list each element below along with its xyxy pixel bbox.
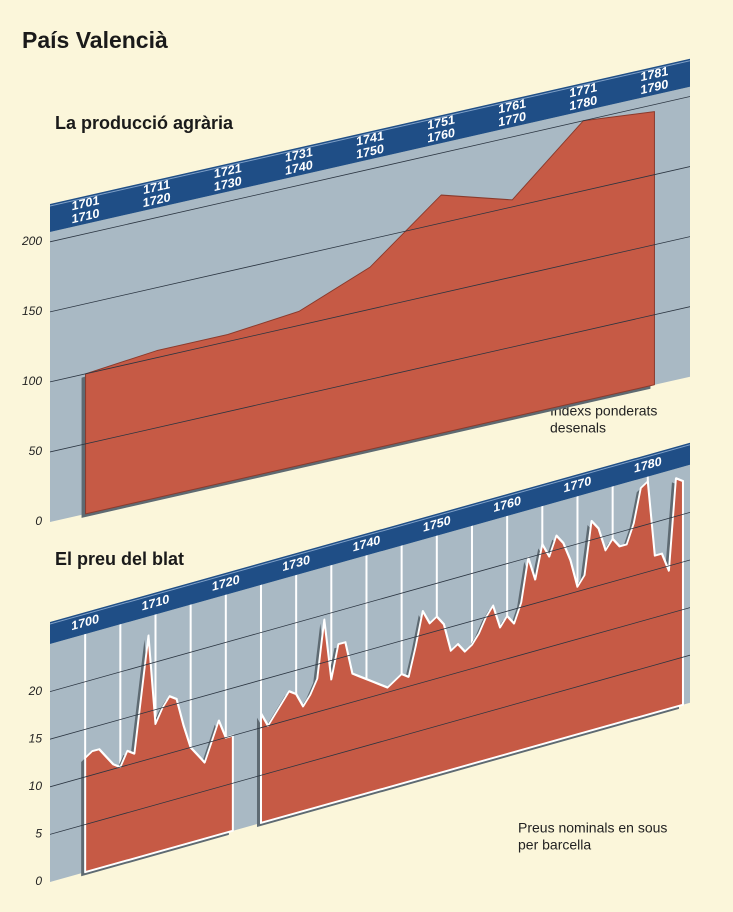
chart-note: per barcella xyxy=(518,837,591,853)
x-tick-label: 1740 xyxy=(285,158,313,178)
y-tick-label: 0 xyxy=(35,514,42,528)
y-tick-label: 100 xyxy=(22,374,42,388)
y-grid-line xyxy=(50,559,690,740)
y-tick-label: 20 xyxy=(28,684,43,698)
y-grid-line xyxy=(50,607,690,788)
y-tick-label: 5 xyxy=(35,827,42,841)
area xyxy=(259,477,684,824)
x-tick-label: 1780 xyxy=(569,93,597,113)
y-tick-label: 200 xyxy=(21,234,42,248)
y-grid-line xyxy=(50,511,690,692)
y-tick-label: 10 xyxy=(29,779,43,793)
y-grid-line xyxy=(50,236,690,383)
page-title: País Valencià xyxy=(22,27,168,53)
band-edge xyxy=(50,444,690,625)
band-edge xyxy=(50,60,690,207)
x-tick-label: 1751 xyxy=(427,113,455,133)
chart-title: El preu del blat xyxy=(55,549,184,569)
x-tick-label: 1731 xyxy=(285,145,313,165)
y-grid-line xyxy=(50,166,690,313)
y-tick-label: 0 xyxy=(35,874,42,888)
x-tick-label: 1721 xyxy=(214,161,242,181)
x-tick-label: 1750 xyxy=(356,142,384,162)
chart-note: desenals xyxy=(550,420,606,436)
y-grid-line xyxy=(50,96,690,243)
y-grid-line xyxy=(50,306,690,453)
header-band xyxy=(50,58,690,233)
x-tick-label: 1770 xyxy=(498,109,526,129)
chart-note: Preus nominals en sous xyxy=(518,820,667,836)
x-tick-label: 1711 xyxy=(143,177,170,197)
x-tick-label: 1741 xyxy=(356,129,384,149)
x-tick-label: 1790 xyxy=(641,77,669,97)
x-tick-label: 1761 xyxy=(498,96,526,116)
y-tick-label: 15 xyxy=(29,731,43,745)
chart-note: Indexs ponderats xyxy=(550,403,657,419)
y-tick-label: 50 xyxy=(29,444,43,458)
x-tick-label: 1701 xyxy=(72,193,100,213)
x-tick-label: 1771 xyxy=(569,80,597,100)
y-tick-label: 150 xyxy=(22,304,42,318)
x-tick-label: 1710 xyxy=(72,206,100,226)
x-tick-label: 1730 xyxy=(214,174,242,194)
header-band xyxy=(50,442,690,644)
x-tick-label: 1720 xyxy=(143,190,171,210)
x-tick-label: 1760 xyxy=(427,126,455,146)
area xyxy=(85,111,655,515)
y-grid-line xyxy=(50,654,690,835)
chart-title: La producció agrària xyxy=(55,113,234,133)
x-tick-label: 1781 xyxy=(641,64,669,84)
